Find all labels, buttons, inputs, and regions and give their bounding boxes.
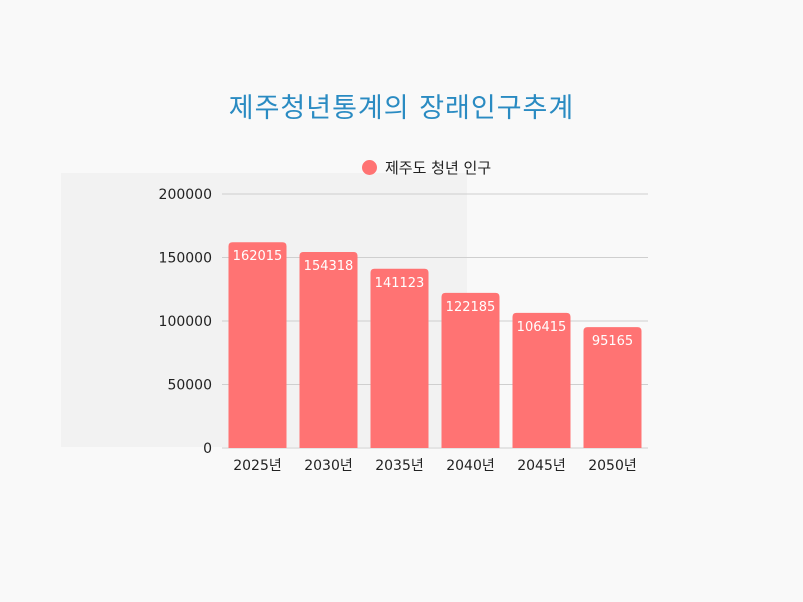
- y-tick-label: 50000: [167, 378, 212, 394]
- x-tick-label: 2025년: [233, 458, 282, 474]
- legend-swatch: [362, 159, 377, 175]
- bar-value-label: 154318: [304, 259, 354, 274]
- legend[interactable]: 제주도 청년 인구: [362, 156, 491, 178]
- bar[interactable]: [370, 268, 429, 448]
- y-tick-label: 0: [203, 441, 212, 457]
- legend-label: 제주도 청년 인구: [385, 158, 492, 177]
- bar[interactable]: [299, 252, 358, 448]
- x-tick-label: 2050년: [588, 458, 637, 474]
- bar-value-label: 95165: [592, 334, 633, 349]
- x-tick-label: 2040년: [446, 458, 495, 474]
- chart-title: 제주청년통계의 장래인구추계: [228, 93, 575, 124]
- bar-value-label: 122185: [446, 300, 496, 315]
- bar[interactable]: [512, 312, 571, 448]
- bar-value-label: 106415: [517, 320, 567, 335]
- bar[interactable]: [583, 327, 642, 448]
- x-tick-label: 2030년: [304, 458, 353, 474]
- y-tick-label: 200000: [159, 187, 212, 203]
- bar[interactable]: [441, 292, 500, 448]
- x-tick-label: 2035년: [375, 458, 424, 474]
- bar-value-label: 141123: [375, 276, 425, 291]
- y-tick-label: 150000: [159, 251, 212, 267]
- bar-value-label: 162015: [233, 249, 283, 264]
- x-tick-label: 2045년: [517, 458, 566, 474]
- bar[interactable]: [228, 242, 287, 448]
- y-tick-label: 100000: [159, 314, 212, 330]
